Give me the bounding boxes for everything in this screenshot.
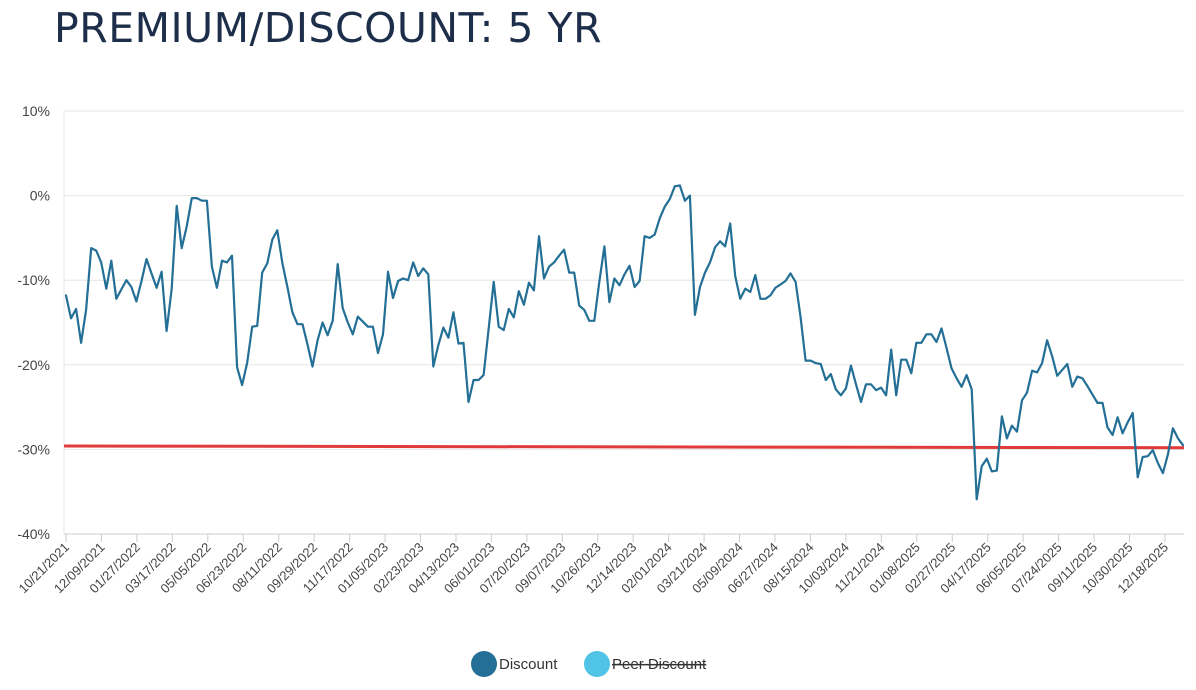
y-tick-label: -20% xyxy=(17,357,50,373)
y-tick-label: 10% xyxy=(22,103,50,119)
grid-layer xyxy=(63,110,1184,535)
legend-item-discount[interactable]: Discount xyxy=(471,651,558,677)
legend-marker xyxy=(584,651,610,677)
x-axis: 10/21/202112/09/202101/27/202203/17/2022… xyxy=(15,533,1184,596)
y-tick-label: -10% xyxy=(17,272,50,288)
y-axis: 10% 0% -10% -20% -30% -40% xyxy=(17,103,50,542)
legend-label: Peer Discount xyxy=(612,656,707,673)
legend-label: Discount xyxy=(499,656,558,673)
legend-marker xyxy=(471,651,497,677)
y-tick-label: -30% xyxy=(17,441,50,457)
y-tick-label: -40% xyxy=(17,526,50,542)
reference-line xyxy=(63,444,1185,450)
chart-title: PREMIUM/DISCOUNT: 5 YR xyxy=(54,4,603,52)
legend[interactable]: Discount Peer Discount xyxy=(471,651,707,677)
series-line-discount xyxy=(64,184,1185,501)
legend-item-peer-discount[interactable]: Peer Discount xyxy=(584,651,707,677)
y-tick-label: 0% xyxy=(30,188,50,204)
series-layer xyxy=(63,184,1185,501)
